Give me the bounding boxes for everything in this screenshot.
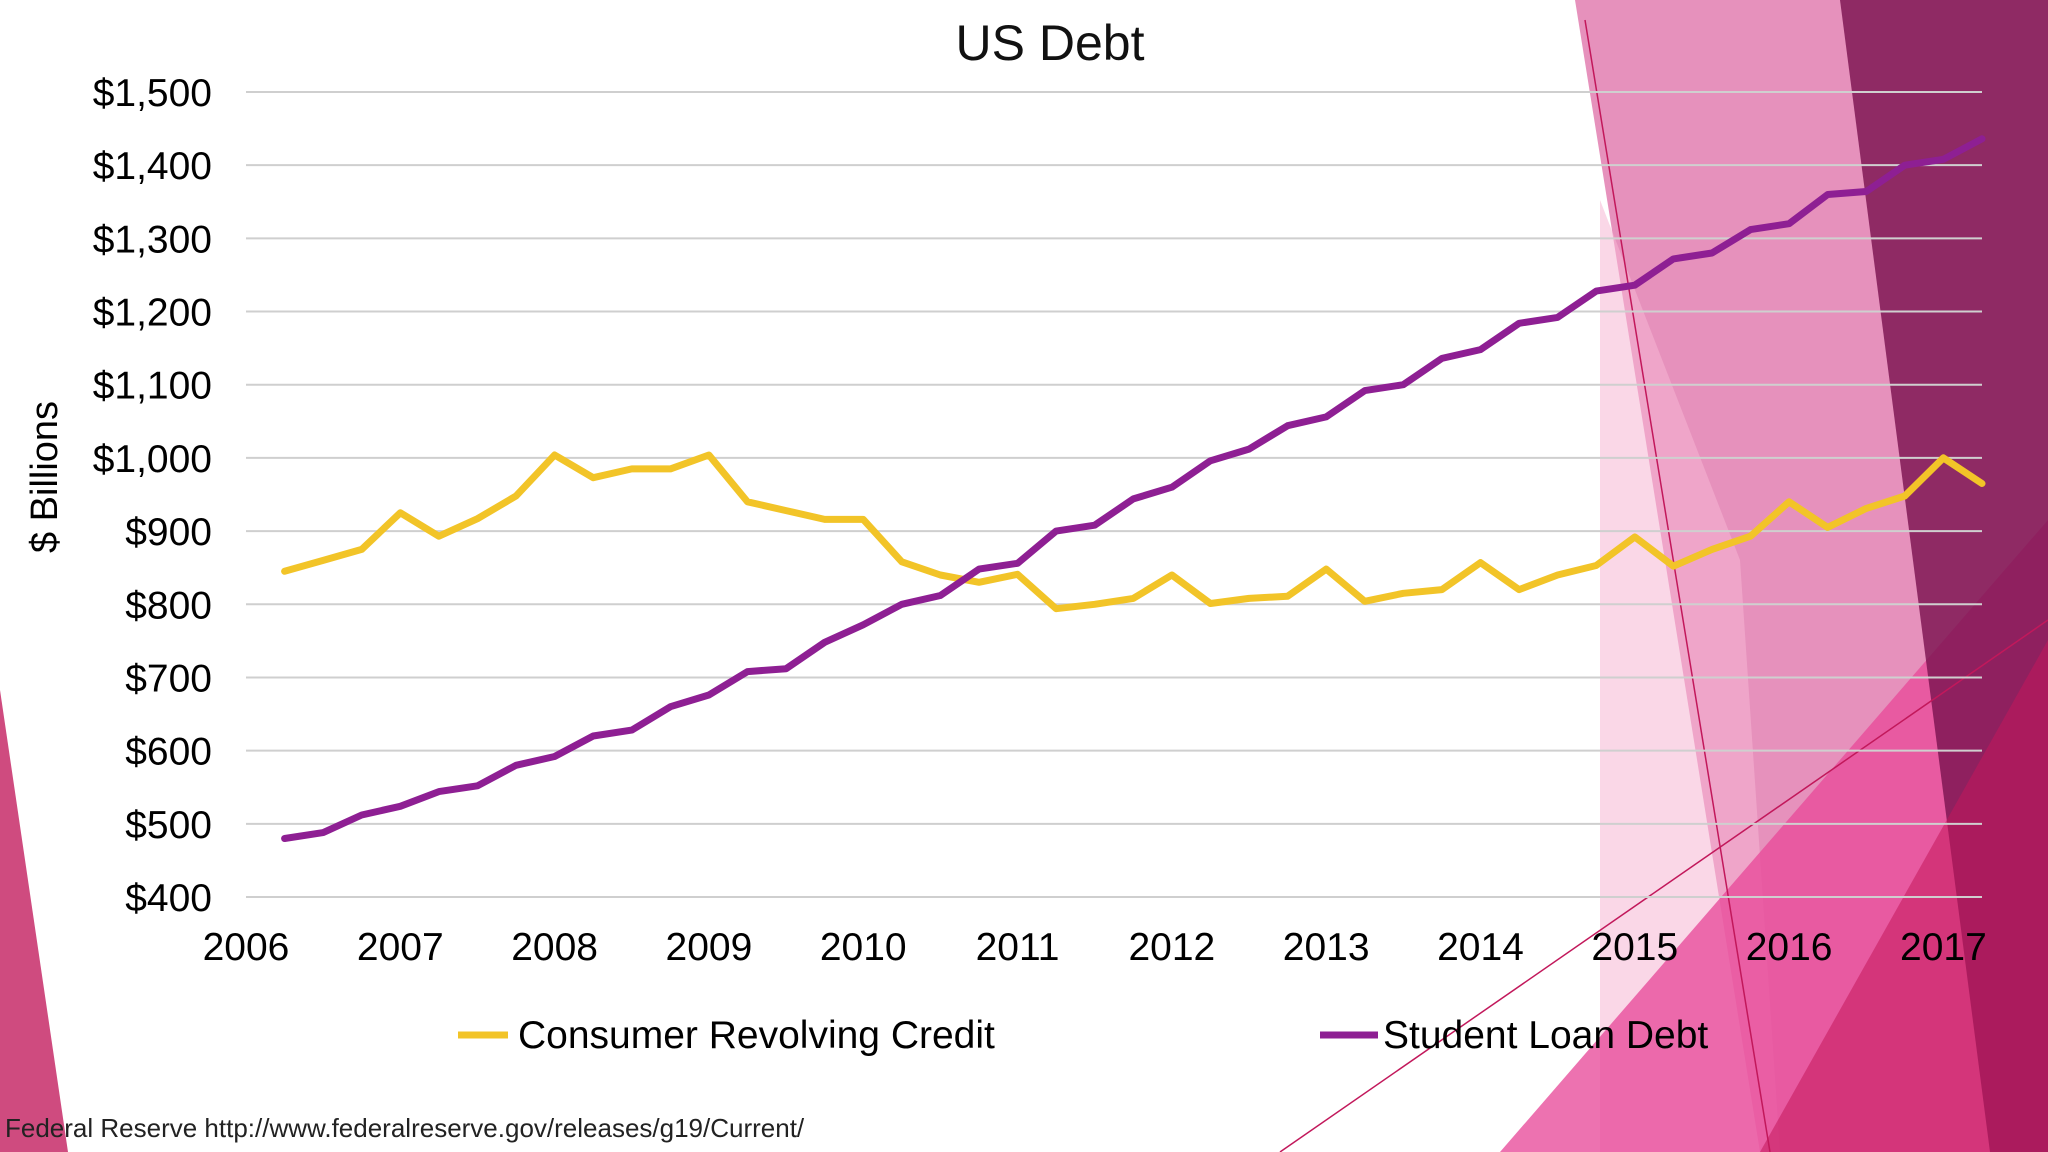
series-line-consumer-revolving-credit — [281, 451, 1986, 613]
y-tick-label: $900 — [125, 511, 212, 554]
y-tick-label: $600 — [125, 731, 212, 774]
y-tick-label: $1,000 — [93, 438, 212, 481]
x-tick-label: 2016 — [1746, 926, 1833, 969]
y-tick-label: $1,300 — [93, 218, 212, 261]
deco-thin-line-2 — [1279, 619, 2048, 1152]
x-tick-label: 2010 — [820, 926, 907, 969]
y-tick-label: $400 — [125, 877, 212, 920]
x-tick-label: 2008 — [511, 926, 598, 969]
x-tick-label: 2017 — [1900, 926, 1987, 969]
x-axis-tick-labels: 2006 2007 2008 2009 2010 2011 2012 2013 2014 2015… — [203, 926, 1987, 969]
gridlines — [246, 91, 1982, 898]
y-tick-label: $1,400 — [93, 145, 212, 188]
deco-left-pink-triangle — [0, 690, 68, 1152]
y-tick-label: $1,100 — [93, 365, 212, 408]
source-citation: Federal Reserve http://www.federalreserv… — [5, 1113, 805, 1143]
y-tick-label: $500 — [125, 804, 212, 847]
y-axis-tick-labels: $400 $500 $600 $700 $800 $900 $1,000 $1,100 $1,2… — [93, 72, 212, 920]
y-axis-label: $ Billions — [24, 401, 66, 553]
x-tick-label: 2014 — [1437, 926, 1524, 969]
x-tick-label: 2007 — [357, 926, 444, 969]
y-tick-label: $1,200 — [93, 292, 212, 335]
x-tick-label: 2015 — [1591, 926, 1678, 969]
deco-thin-line — [1584, 19, 1771, 1152]
legend-label-student-loan-debt: Student Loan Debt — [1383, 1014, 1708, 1057]
x-tick-label: 2006 — [203, 926, 290, 969]
x-tick-label: 2012 — [1128, 926, 1215, 969]
series-line-student-loan-debt — [281, 135, 1986, 842]
x-tick-label: 2013 — [1283, 926, 1370, 969]
y-tick-label: $800 — [125, 584, 212, 627]
legend: Consumer Revolving Credit Student Loan D… — [458, 1014, 1708, 1057]
y-tick-label: $1,500 — [93, 72, 212, 115]
y-tick-label: $700 — [125, 657, 212, 700]
series-lines — [281, 135, 1986, 842]
x-tick-label: 2011 — [976, 926, 1060, 969]
x-tick-label: 2009 — [666, 926, 753, 969]
chart-title: US Debt — [956, 15, 1145, 71]
legend-label-consumer-revolving-credit: Consumer Revolving Credit — [518, 1014, 995, 1057]
